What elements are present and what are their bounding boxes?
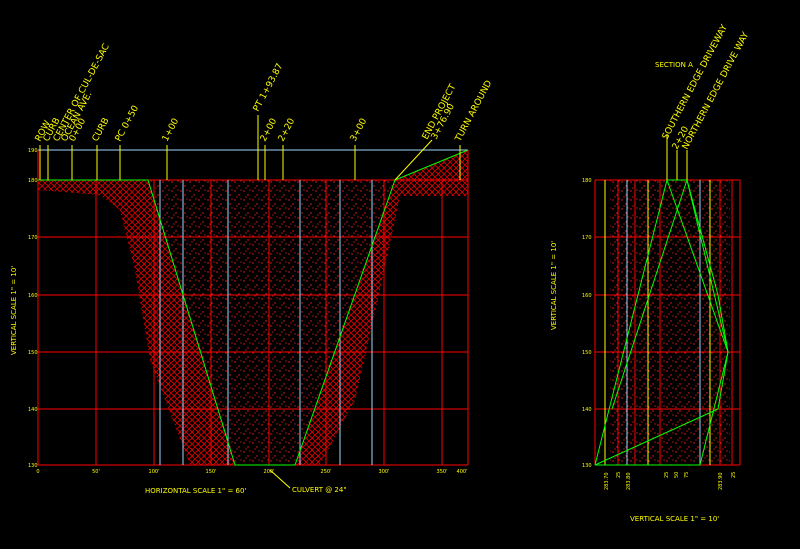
y-label: 170 — [28, 235, 38, 241]
y-label: 150 — [582, 350, 592, 356]
vertical-scale: VERTICAL SCALE 1" = 10' — [10, 266, 18, 355]
y-label: 130 — [582, 463, 592, 469]
leaders — [39, 115, 461, 181]
design-grade — [38, 149, 469, 466]
hatch-left — [38, 180, 235, 465]
side-scale: VERTICAL SCALE 1" = 10' — [550, 241, 558, 330]
x-labels: 0 50' 100' 150' 200' 250' 300' 350' 400' — [36, 469, 467, 475]
station-label: 3+00 — [349, 117, 370, 144]
section-title: SECTION A — [655, 61, 693, 69]
grid — [37, 149, 469, 466]
x-label: 25 — [616, 472, 622, 478]
x-label: 25 — [664, 472, 670, 478]
section-outline — [611, 178, 729, 410]
x-label: 300' — [379, 469, 390, 475]
x-labels: 283.70 25 283.80 25 50 75 283.90 25 — [604, 472, 737, 490]
y-label: 150 — [28, 350, 38, 356]
y-label: 140 — [28, 407, 38, 413]
fill-area — [610, 180, 730, 465]
section-outline — [594, 179, 729, 466]
horizontal-scale: HORIZONTAL SCALE 1" = 60' — [145, 487, 246, 495]
x-label: 50' — [92, 469, 100, 475]
y-label: 160 — [582, 293, 592, 299]
y-label: 130 — [28, 463, 38, 469]
x-label: 400' — [457, 469, 468, 475]
y-label: 180 — [28, 178, 38, 184]
hatch-right — [295, 180, 468, 465]
y-labels: 180 170 160 150 140 130 — [582, 178, 592, 469]
station-label: 2+20 — [277, 117, 298, 144]
x-label: 283.90 — [718, 473, 724, 491]
x-label: 250' — [321, 469, 332, 475]
section-outline — [594, 179, 729, 466]
station-label: CURB — [91, 116, 112, 143]
culvert-leader — [269, 469, 291, 489]
fill-area — [148, 180, 395, 465]
profile: ROW CURB CENTER OF CUL-DE-SAC OCEAN AVE.… — [10, 42, 494, 495]
station-label: TURN AROUND — [453, 79, 494, 144]
y-label: 160 — [28, 293, 38, 299]
x-label: 75 — [684, 472, 690, 478]
station-label: PT 1+93.87 — [252, 62, 286, 113]
station-label: PC 0+50 — [114, 104, 141, 144]
vertical-scale: VERTICAL SCALE 1" = 10' — [630, 515, 719, 523]
y-labels: 190 180 170 160 150 140 130 — [28, 148, 38, 469]
y-label: 180 — [582, 178, 592, 184]
x-label: 283.80 — [626, 473, 632, 491]
y-label: 170 — [582, 235, 592, 241]
x-label: 350' — [437, 469, 448, 475]
x-label: 283.70 — [604, 473, 610, 491]
x-label: 0 — [36, 469, 39, 475]
x-label: 200' — [264, 469, 275, 475]
section-a: SECTION A SOUTHERN EDGE D — [550, 23, 752, 523]
x-label: 100' — [149, 469, 160, 475]
y-label: 190 — [28, 148, 38, 154]
leader — [394, 139, 433, 181]
y-label: 140 — [582, 407, 592, 413]
station-label: 1+00 — [161, 117, 182, 144]
station-labels: ROW CURB CENTER OF CUL-DE-SAC OCEAN AVE.… — [34, 42, 495, 144]
x-label: 50 — [674, 472, 680, 478]
x-label: 25 — [731, 472, 737, 478]
x-label: 150' — [206, 469, 217, 475]
culvert-label: CULVERT @ 24" — [292, 486, 347, 494]
